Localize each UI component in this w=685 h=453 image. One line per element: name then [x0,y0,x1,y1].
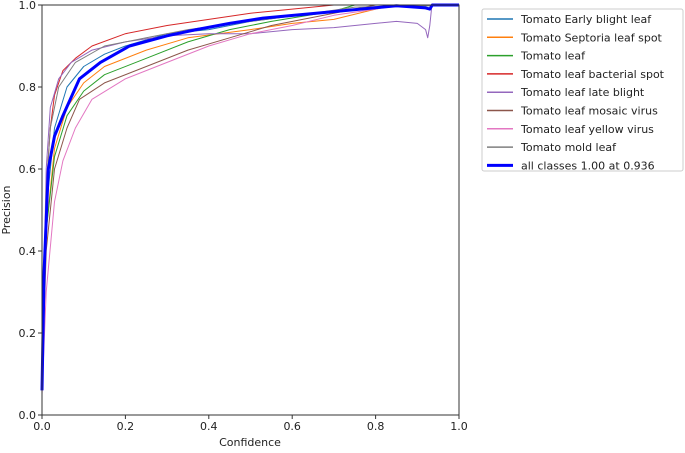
legend-label: Tomato leaf yellow virus [520,123,654,136]
x-tick-label: 0.6 [283,420,301,433]
series-line-5 [41,4,459,383]
x-tick-label: 0.2 [117,420,135,433]
y-tick-label: 1.0 [19,0,37,12]
series-line-1 [41,4,459,383]
legend-box [481,8,684,172]
x-tick-label: 1.0 [450,420,468,433]
legend-label: Tomato Septoria leaf spot [520,31,663,44]
legend-label: Tomato mold leaf [520,141,617,154]
plot-frame [41,4,460,416]
series-line-4 [41,4,459,375]
series-line-8 [40,3,459,391]
y-tick-label: 0.8 [19,81,37,94]
y-axis-label: Precision [0,185,13,234]
legend-label: Tomato leaf mosaic virus [520,105,658,118]
legend-label: Tomato Early blight leaf [520,13,652,26]
legend: Tomato Early blight leaf Tomato Septoria … [481,8,684,172]
x-axis-label: Confidence [219,436,281,449]
legend-label: Tomato leaf bacterial spot [520,68,665,81]
y-tick-label: 0.6 [19,163,37,176]
legend-label: Tomato leaf [520,50,586,63]
y-tick-label: 0.4 [19,245,37,258]
x-tick-label: 0.8 [367,420,385,433]
series-line-6 [41,4,459,395]
x-tick-label: 0.4 [200,420,218,433]
legend-label: all classes 1.00 at 0.936 [521,159,655,172]
y-tick-label: 0.0 [19,409,37,422]
legend-label: Tomato leaf late blight [520,86,645,99]
x-tick-label: 0.0 [33,420,51,433]
y-tick-label: 0.2 [19,327,37,340]
